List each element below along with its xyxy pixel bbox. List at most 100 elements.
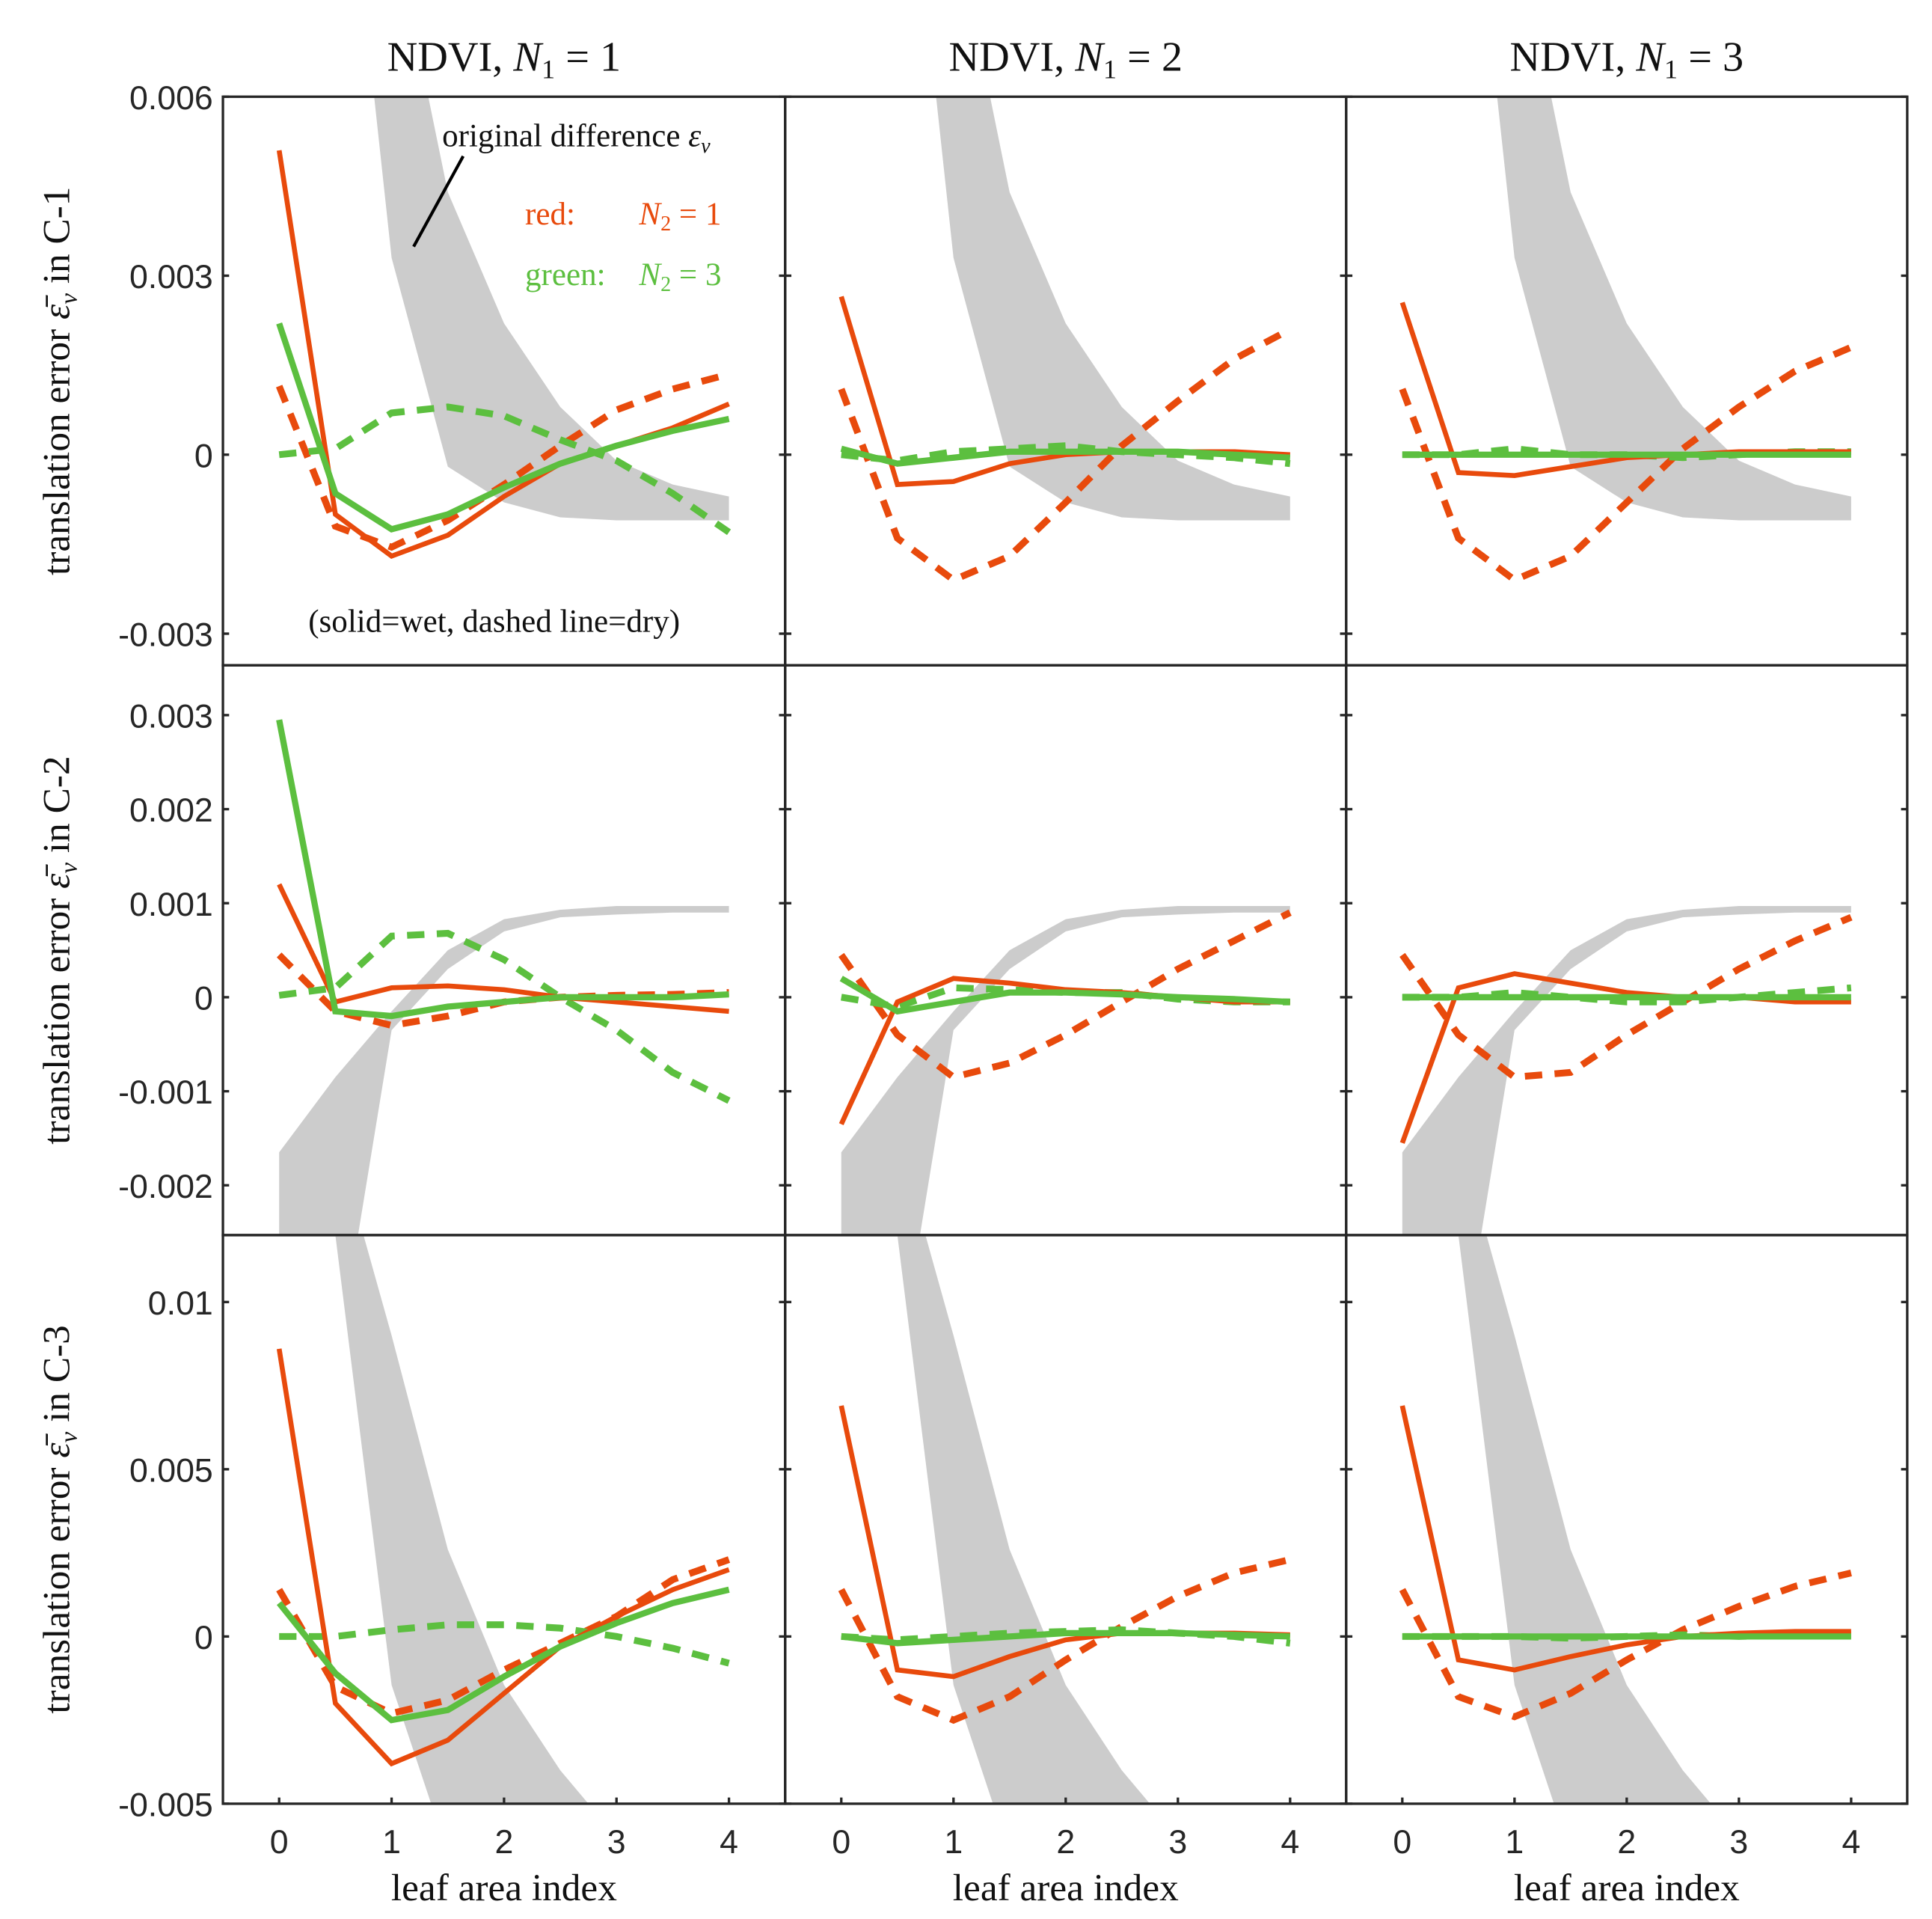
- text-part: translation error: [36, 889, 79, 1145]
- annotation-pointer-line: [412, 155, 465, 248]
- original-difference-band: [335, 1234, 589, 1804]
- original-difference-band: [936, 97, 1290, 521]
- series-green-wet: [839, 976, 1291, 1015]
- column-title: NDVI, N1 = 1: [387, 34, 622, 84]
- text-part: NDVI,: [948, 34, 1075, 80]
- text-part: green:: [525, 257, 606, 293]
- text-part: red:: [525, 197, 575, 232]
- series-green-wet: [840, 445, 1291, 467]
- x-tick-label: 1: [1505, 1824, 1524, 1861]
- text-part: N: [638, 197, 662, 232]
- x-axis-label: leaf area index: [1514, 1867, 1740, 1909]
- text-part: NDVI,: [1510, 34, 1637, 80]
- x-axis-label: leaf area index: [391, 1867, 617, 1909]
- y-tick-label: 0.003: [129, 698, 213, 735]
- x-tick-label: 2: [494, 1824, 513, 1861]
- line-style-note: (solid=wet, dashed line=dry): [308, 605, 680, 640]
- text-part: 2: [660, 273, 671, 296]
- panel-r2-c3: [1399, 906, 1853, 1235]
- text-part: = 3: [671, 257, 721, 293]
- text-part: N: [1635, 34, 1666, 80]
- series-green-wet: [276, 719, 729, 1020]
- y-tick-label: 0.006: [129, 80, 213, 117]
- x-tick-label: 0: [270, 1824, 289, 1861]
- text-part: NDVI,: [387, 34, 514, 80]
- text-part: v: [701, 135, 711, 158]
- series-red-dry: [1399, 913, 1853, 1081]
- text-part: = 1: [555, 34, 621, 80]
- text-part: v: [55, 293, 83, 304]
- panel-r3-c3: [1399, 1234, 1852, 1804]
- text-part: in C-1: [36, 187, 79, 294]
- text-part: original difference: [442, 118, 688, 153]
- y-tick-label: 0.01: [148, 1285, 213, 1322]
- x-tick-label: 3: [607, 1824, 626, 1861]
- panel-r3-c2: [838, 1234, 1291, 1804]
- y-tick-label: 0: [194, 980, 213, 1017]
- original-difference-band: [1497, 97, 1851, 521]
- x-tick-label: 3: [1168, 1824, 1187, 1861]
- text-part: N: [1074, 34, 1105, 80]
- text-part: 1: [1103, 54, 1117, 84]
- panel-r2-c2: [838, 906, 1292, 1235]
- band-annotation: original difference εv: [442, 118, 711, 157]
- y-tick-label: -0.005: [118, 1787, 213, 1823]
- text-part: = 3: [1678, 34, 1744, 80]
- text-part: ε: [688, 118, 701, 153]
- x-tick-label: 4: [720, 1824, 738, 1861]
- column-title: NDVI, N1 = 3: [1510, 34, 1744, 84]
- x-tick-label: 0: [832, 1824, 850, 1861]
- y-tick-label: -0.003: [118, 617, 213, 654]
- text-part: in C-3: [36, 1325, 79, 1432]
- y-tick-label: 0.001: [129, 887, 213, 923]
- y-axis-label: translation error ε̄v in C-3: [36, 1325, 83, 1713]
- legend-red: red:: [525, 197, 575, 232]
- text-part: 1: [542, 54, 555, 84]
- x-tick-label: 2: [1617, 1824, 1636, 1861]
- series-green-dry: [841, 442, 1291, 468]
- x-tick-label: 4: [1841, 1824, 1860, 1861]
- series-red-dry: [838, 1556, 1291, 1724]
- legend-red-value: N2 = 1: [638, 197, 721, 236]
- y-tick-label: 0: [194, 438, 213, 474]
- original-difference-band: [1458, 1234, 1711, 1804]
- x-tick-label: 1: [382, 1824, 401, 1861]
- series-green-wet: [276, 1586, 730, 1724]
- y-axis-label: translation error ε̄v in C-2: [36, 756, 83, 1144]
- series-red-wet: [276, 1348, 730, 1767]
- series-red-wet: [1399, 971, 1851, 1144]
- x-tick-label: 2: [1056, 1824, 1075, 1861]
- text-part: = 1: [671, 197, 721, 232]
- text-part: 1: [1664, 54, 1678, 84]
- y-tick-label: 0.003: [129, 259, 213, 296]
- text-part: = 2: [1117, 34, 1183, 80]
- text-part: translation error: [36, 319, 79, 575]
- series-green-dry: [279, 1621, 730, 1667]
- series-red-dry: [838, 326, 1292, 584]
- panel-r1-c1: [275, 97, 732, 560]
- original-difference-band: [374, 97, 729, 521]
- y-tick-label: 0.002: [129, 792, 213, 829]
- text-part: v: [55, 1431, 83, 1442]
- x-tick-label: 3: [1729, 1824, 1748, 1861]
- series-red-dry: [838, 909, 1292, 1081]
- panel-r2-c1: [276, 719, 731, 1235]
- text-part: N: [638, 257, 662, 293]
- panel-r3-c1: [276, 1234, 731, 1804]
- series-green-dry: [278, 929, 731, 1104]
- text-part: translation error: [36, 1458, 79, 1714]
- x-axis-label: leaf area index: [953, 1867, 1179, 1909]
- series-red-dry: [1399, 1570, 1852, 1721]
- text-part: 2: [660, 212, 671, 236]
- x-tick-label: 1: [944, 1824, 963, 1861]
- y-tick-label: 0: [194, 1620, 213, 1656]
- column-title: NDVI, N1 = 2: [948, 34, 1183, 84]
- series-green-wet: [276, 322, 730, 533]
- x-tick-label: 0: [1393, 1824, 1411, 1861]
- x-tick-label: 4: [1281, 1824, 1299, 1861]
- y-axis-label: translation error ε̄v in C-1: [36, 187, 83, 575]
- text-part: N: [512, 34, 544, 80]
- y-tick-label: -0.001: [118, 1074, 213, 1111]
- original-difference-band: [897, 1234, 1150, 1804]
